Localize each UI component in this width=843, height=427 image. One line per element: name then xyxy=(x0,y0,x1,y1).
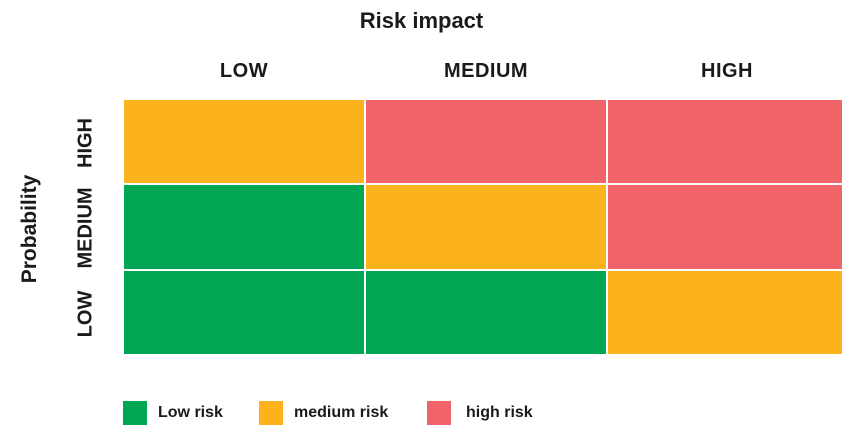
legend-swatch-medium xyxy=(259,401,283,425)
cell-prob-medium-impact-low xyxy=(123,184,365,270)
cell-prob-high-impact-medium xyxy=(365,99,607,184)
legend-label-medium: medium risk xyxy=(294,404,389,421)
column-label-medium: MEDIUM xyxy=(443,60,529,82)
cell-prob-medium-impact-high xyxy=(607,184,843,270)
legend-label-low: Low risk xyxy=(158,404,223,421)
y-axis-title: Probability xyxy=(18,174,41,284)
row-label-high: HIGH xyxy=(74,118,97,168)
diagram-title: Risk impact xyxy=(359,8,484,33)
legend-swatch-low xyxy=(123,401,147,425)
cell-prob-high-impact-low xyxy=(123,99,365,184)
column-label-high: HIGH xyxy=(701,60,753,82)
row-label-low: LOW xyxy=(74,290,97,338)
legend-swatch-high xyxy=(427,401,451,425)
row-label-medium: MEDIUM xyxy=(74,187,97,269)
cell-prob-low-impact-medium xyxy=(365,270,607,355)
column-label-low: LOW xyxy=(219,60,269,82)
legend-label-high: high risk xyxy=(466,404,533,421)
cell-prob-high-impact-high xyxy=(607,99,843,184)
cell-prob-low-impact-low xyxy=(123,270,365,355)
cell-prob-medium-impact-medium xyxy=(365,184,607,270)
cell-prob-low-impact-high xyxy=(607,270,843,355)
